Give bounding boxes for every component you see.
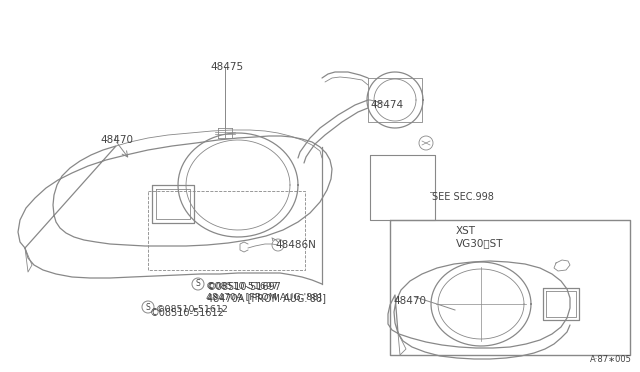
Text: SEE SEC.998: SEE SEC.998 [432,192,494,202]
Text: 48470A [FROM AUG.'88]: 48470A [FROM AUG.'88] [206,292,322,301]
Text: S: S [196,279,200,289]
Text: 48486N: 48486N [275,240,316,250]
Text: 48474: 48474 [370,100,403,110]
Text: ©08510-51697: ©08510-51697 [207,282,282,292]
Text: 48470: 48470 [393,296,426,306]
Text: ©08510-51697: ©08510-51697 [206,282,279,291]
Text: 48475: 48475 [210,62,243,72]
Text: ©08510-51612: ©08510-51612 [150,308,225,318]
Text: S: S [146,302,150,311]
Text: VG30〉ST: VG30〉ST [456,238,504,248]
Text: A·87∗005: A·87∗005 [590,355,632,364]
Text: 48470: 48470 [100,135,133,145]
Text: 48470A [FROM AUG.'88]: 48470A [FROM AUG.'88] [207,293,326,303]
Text: ©08510-51612: ©08510-51612 [156,305,229,314]
Text: XST: XST [456,226,476,236]
